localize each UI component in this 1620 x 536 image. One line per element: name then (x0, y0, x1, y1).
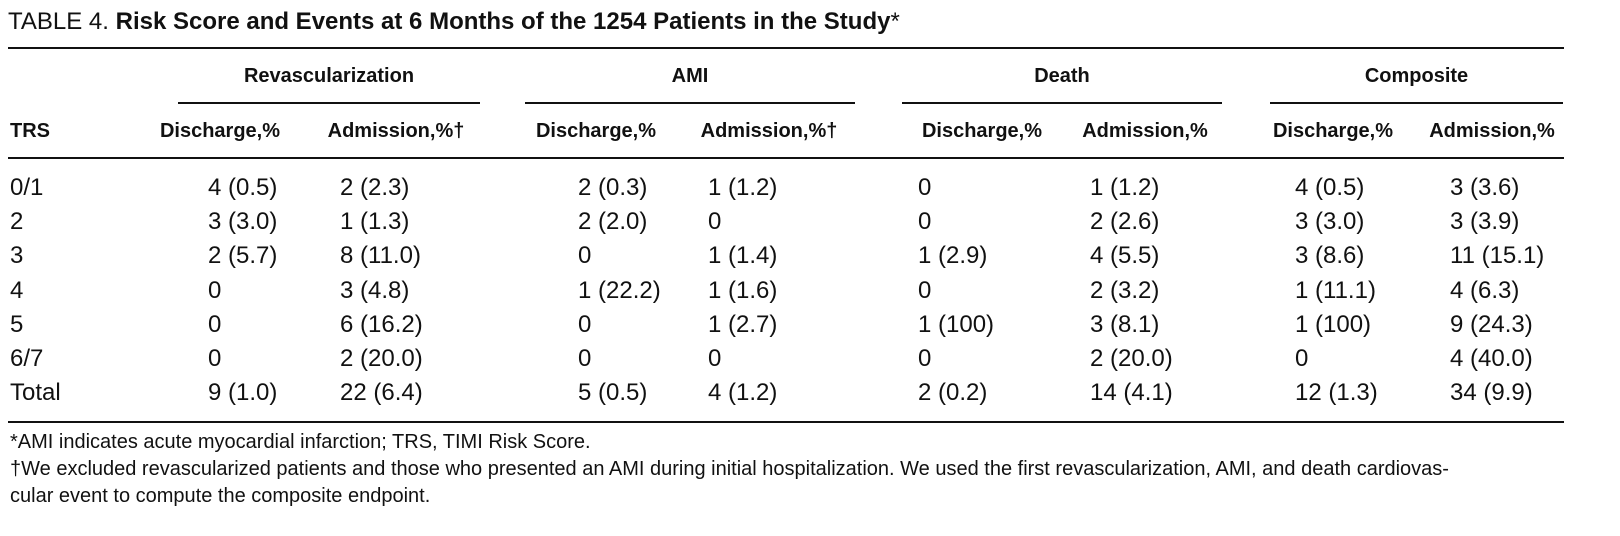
cell: 11 (15.1) (1450, 242, 1545, 270)
row-label: 6/7 (10, 345, 44, 372)
footnote: †We excluded revascularized patients and… (10, 458, 1449, 480)
cell: 2 (0.3) (578, 174, 648, 201)
group-header: AMI (671, 65, 709, 87)
column-header: TRS (10, 120, 50, 142)
cell: 4 (5.5) (1090, 242, 1160, 270)
table-title: TABLE 4. Risk Score and Events at 6 Mont… (8, 10, 900, 34)
top-rule (8, 47, 1564, 49)
cell: 0 (918, 345, 932, 372)
cell: 0 (578, 310, 592, 338)
cell: 0 (918, 276, 932, 304)
group-rule (1270, 102, 1563, 104)
cell: 0 (578, 345, 592, 372)
cell: 1 (1.2) (1090, 174, 1160, 201)
cell: 3 (3.6) (1450, 174, 1520, 201)
cell: 2 (20.0) (1090, 345, 1173, 372)
cell: 0 (578, 242, 592, 270)
row-label: 2 (10, 208, 24, 236)
cell: 3 (4.8) (340, 276, 410, 304)
cell: 4 (1.2) (708, 379, 778, 407)
group-rule (525, 102, 855, 104)
cell: 14 (4.1) (1090, 379, 1173, 407)
title-mark: * (890, 8, 900, 35)
cell: 1 (22.2) (578, 276, 661, 304)
cell: 1 (100) (1295, 310, 1372, 338)
row-label: 4 (10, 276, 24, 304)
footnote: cular event to compute the composite end… (10, 485, 431, 507)
cell: 2 (0.2) (918, 379, 988, 407)
group-rule (178, 102, 480, 104)
cell: 1 (2.7) (708, 310, 778, 338)
cell: 3 (8.6) (1295, 242, 1365, 270)
cell: 4 (6.3) (1450, 276, 1520, 304)
title-text: Risk Score and Events at 6 Months of the… (115, 8, 891, 35)
column-header: Discharge,% (159, 120, 281, 142)
cell: 3 (3.0) (208, 208, 278, 236)
cell: 1 (1.2) (708, 174, 778, 201)
group-rule (902, 102, 1222, 104)
cell: 2 (2.3) (340, 174, 410, 201)
cell: 4 (0.5) (1295, 174, 1365, 201)
cell: 3 (3.0) (1295, 208, 1365, 236)
group-header: Revascularization (243, 65, 415, 87)
cell: 0 (918, 174, 932, 201)
cell: 22 (6.4) (340, 379, 423, 407)
cell: 3 (8.1) (1090, 310, 1160, 338)
cell: 0 (208, 345, 222, 372)
footnote: *AMI indicates acute myocardial infarcti… (10, 431, 591, 453)
cell: 2 (2.0) (578, 208, 648, 236)
cell: 4 (40.0) (1450, 345, 1533, 372)
column-header: Admission,% (1082, 120, 1208, 142)
cell: 2 (20.0) (340, 345, 423, 372)
row-label: 3 (10, 242, 24, 270)
cell: 0 (208, 310, 222, 338)
row-label: 5 (10, 310, 24, 338)
row-label: 0/1 (10, 174, 44, 201)
cell: 1 (100) (918, 310, 995, 338)
cell: 1 (2.9) (918, 242, 988, 270)
column-header: Admission,%† (700, 120, 838, 142)
group-header: Composite (1364, 65, 1469, 87)
cell: 2 (5.7) (208, 242, 278, 270)
header-rule (8, 157, 1564, 159)
cell: 9 (1.0) (208, 379, 278, 407)
group-header: Death (1034, 65, 1090, 87)
column-header: Discharge,% (535, 120, 657, 142)
cell: 34 (9.9) (1450, 379, 1533, 407)
cell: 4 (0.5) (208, 174, 278, 201)
bottom-rule (8, 421, 1564, 423)
column-header: Admission,% (1429, 120, 1555, 142)
cell: 0 (1295, 345, 1309, 372)
column-header: Discharge,% (1272, 120, 1394, 142)
cell: 5 (0.5) (578, 379, 648, 407)
table-label: TABLE 4. (8, 8, 109, 35)
cell: 1 (11.1) (1295, 276, 1376, 304)
cell: 6 (16.2) (340, 310, 423, 338)
cell: 0 (208, 276, 222, 304)
cell: 3 (3.9) (1450, 208, 1520, 236)
row-label: Total (10, 379, 61, 407)
column-header: Admission,%† (327, 120, 465, 142)
cell: 1 (1.3) (340, 208, 410, 236)
cell: 12 (1.3) (1295, 379, 1378, 407)
cell: 1 (1.6) (708, 276, 778, 304)
column-header: Discharge,% (921, 120, 1043, 142)
cell: 2 (3.2) (1090, 276, 1160, 304)
cell: 0 (708, 208, 722, 236)
cell: 9 (24.3) (1450, 310, 1533, 338)
cell: 0 (918, 208, 932, 236)
cell: 8 (11.0) (340, 242, 421, 270)
cell: 0 (708, 345, 722, 372)
cell: 2 (2.6) (1090, 208, 1160, 236)
cell: 1 (1.4) (708, 242, 778, 270)
